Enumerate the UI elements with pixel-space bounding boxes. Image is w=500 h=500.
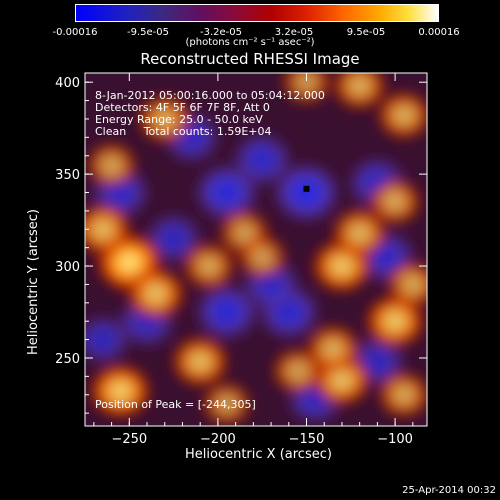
hot-region xyxy=(85,141,138,188)
peak-marker xyxy=(303,185,310,192)
cold-region xyxy=(194,283,260,342)
y-tick-label: 350 xyxy=(55,168,80,183)
x-axis-label: Heliocentric X (arcsec) xyxy=(185,447,332,462)
hot-region xyxy=(237,234,288,280)
hot-region xyxy=(331,207,389,259)
hot-region xyxy=(305,324,361,374)
colorbar-units-label: (photons cm⁻² s⁻¹ asec⁻²) xyxy=(185,37,315,48)
x-tick-label: −250 xyxy=(111,432,147,447)
y-axis-label: Heliocentric Y (arcsec) xyxy=(26,209,41,355)
hot-region xyxy=(386,260,427,309)
cold-region xyxy=(85,314,132,365)
colorbar-tick-label: 9.5e-05 xyxy=(346,27,386,38)
hot-region xyxy=(368,177,422,226)
hot-region xyxy=(182,242,236,290)
hot-region xyxy=(377,371,427,419)
hot-region xyxy=(332,73,388,111)
plot-frame xyxy=(84,72,428,427)
hot-region xyxy=(88,363,153,419)
annotation-detectors: Detectors: 4F 5F 6F 7F 8F, Att 0 xyxy=(95,101,270,114)
colorbar-tick-label: 0.00016 xyxy=(418,27,460,38)
peak-position-label: Position of Peak = [-244,305] xyxy=(95,398,256,411)
colorbar-tick-label: 3.2e-05 xyxy=(274,27,314,38)
y-tick-label: 400 xyxy=(55,76,80,91)
y-tick-label: 250 xyxy=(55,352,80,367)
colorbar-tick-label: -9.5e-05 xyxy=(127,27,169,38)
cold-region xyxy=(271,161,342,224)
y-tick-label: 300 xyxy=(55,260,80,275)
x-tick-label: −200 xyxy=(200,432,236,447)
x-tick-label: −150 xyxy=(289,432,325,447)
plot-date-stamp: 25-Apr-2014 00:32 xyxy=(402,485,496,496)
annotation-energy-range: Energy Range: 25.0 - 50.0 keV xyxy=(95,113,263,126)
chart-title: Reconstructed RHESSI Image xyxy=(140,50,360,68)
hot-region xyxy=(201,381,252,426)
cold-region xyxy=(231,132,293,187)
hot-region xyxy=(137,94,193,144)
colorbar-tick-label: -0.00016 xyxy=(52,27,98,38)
x-tick-label: −100 xyxy=(377,432,413,447)
hot-region xyxy=(281,73,332,105)
color-bar xyxy=(75,4,439,22)
hot-region xyxy=(125,267,186,321)
hot-region xyxy=(85,203,132,256)
annotation-time-range: 8-Jan-2012 05:00:16.000 to 05:04:12.000 xyxy=(95,89,325,102)
annotation-total-counts: Clean Total counts: 1.59E+04 xyxy=(95,125,272,138)
colorbar-tick-label: -3.2e-05 xyxy=(200,27,242,38)
hot-region xyxy=(170,335,230,388)
hot-region xyxy=(376,90,427,140)
